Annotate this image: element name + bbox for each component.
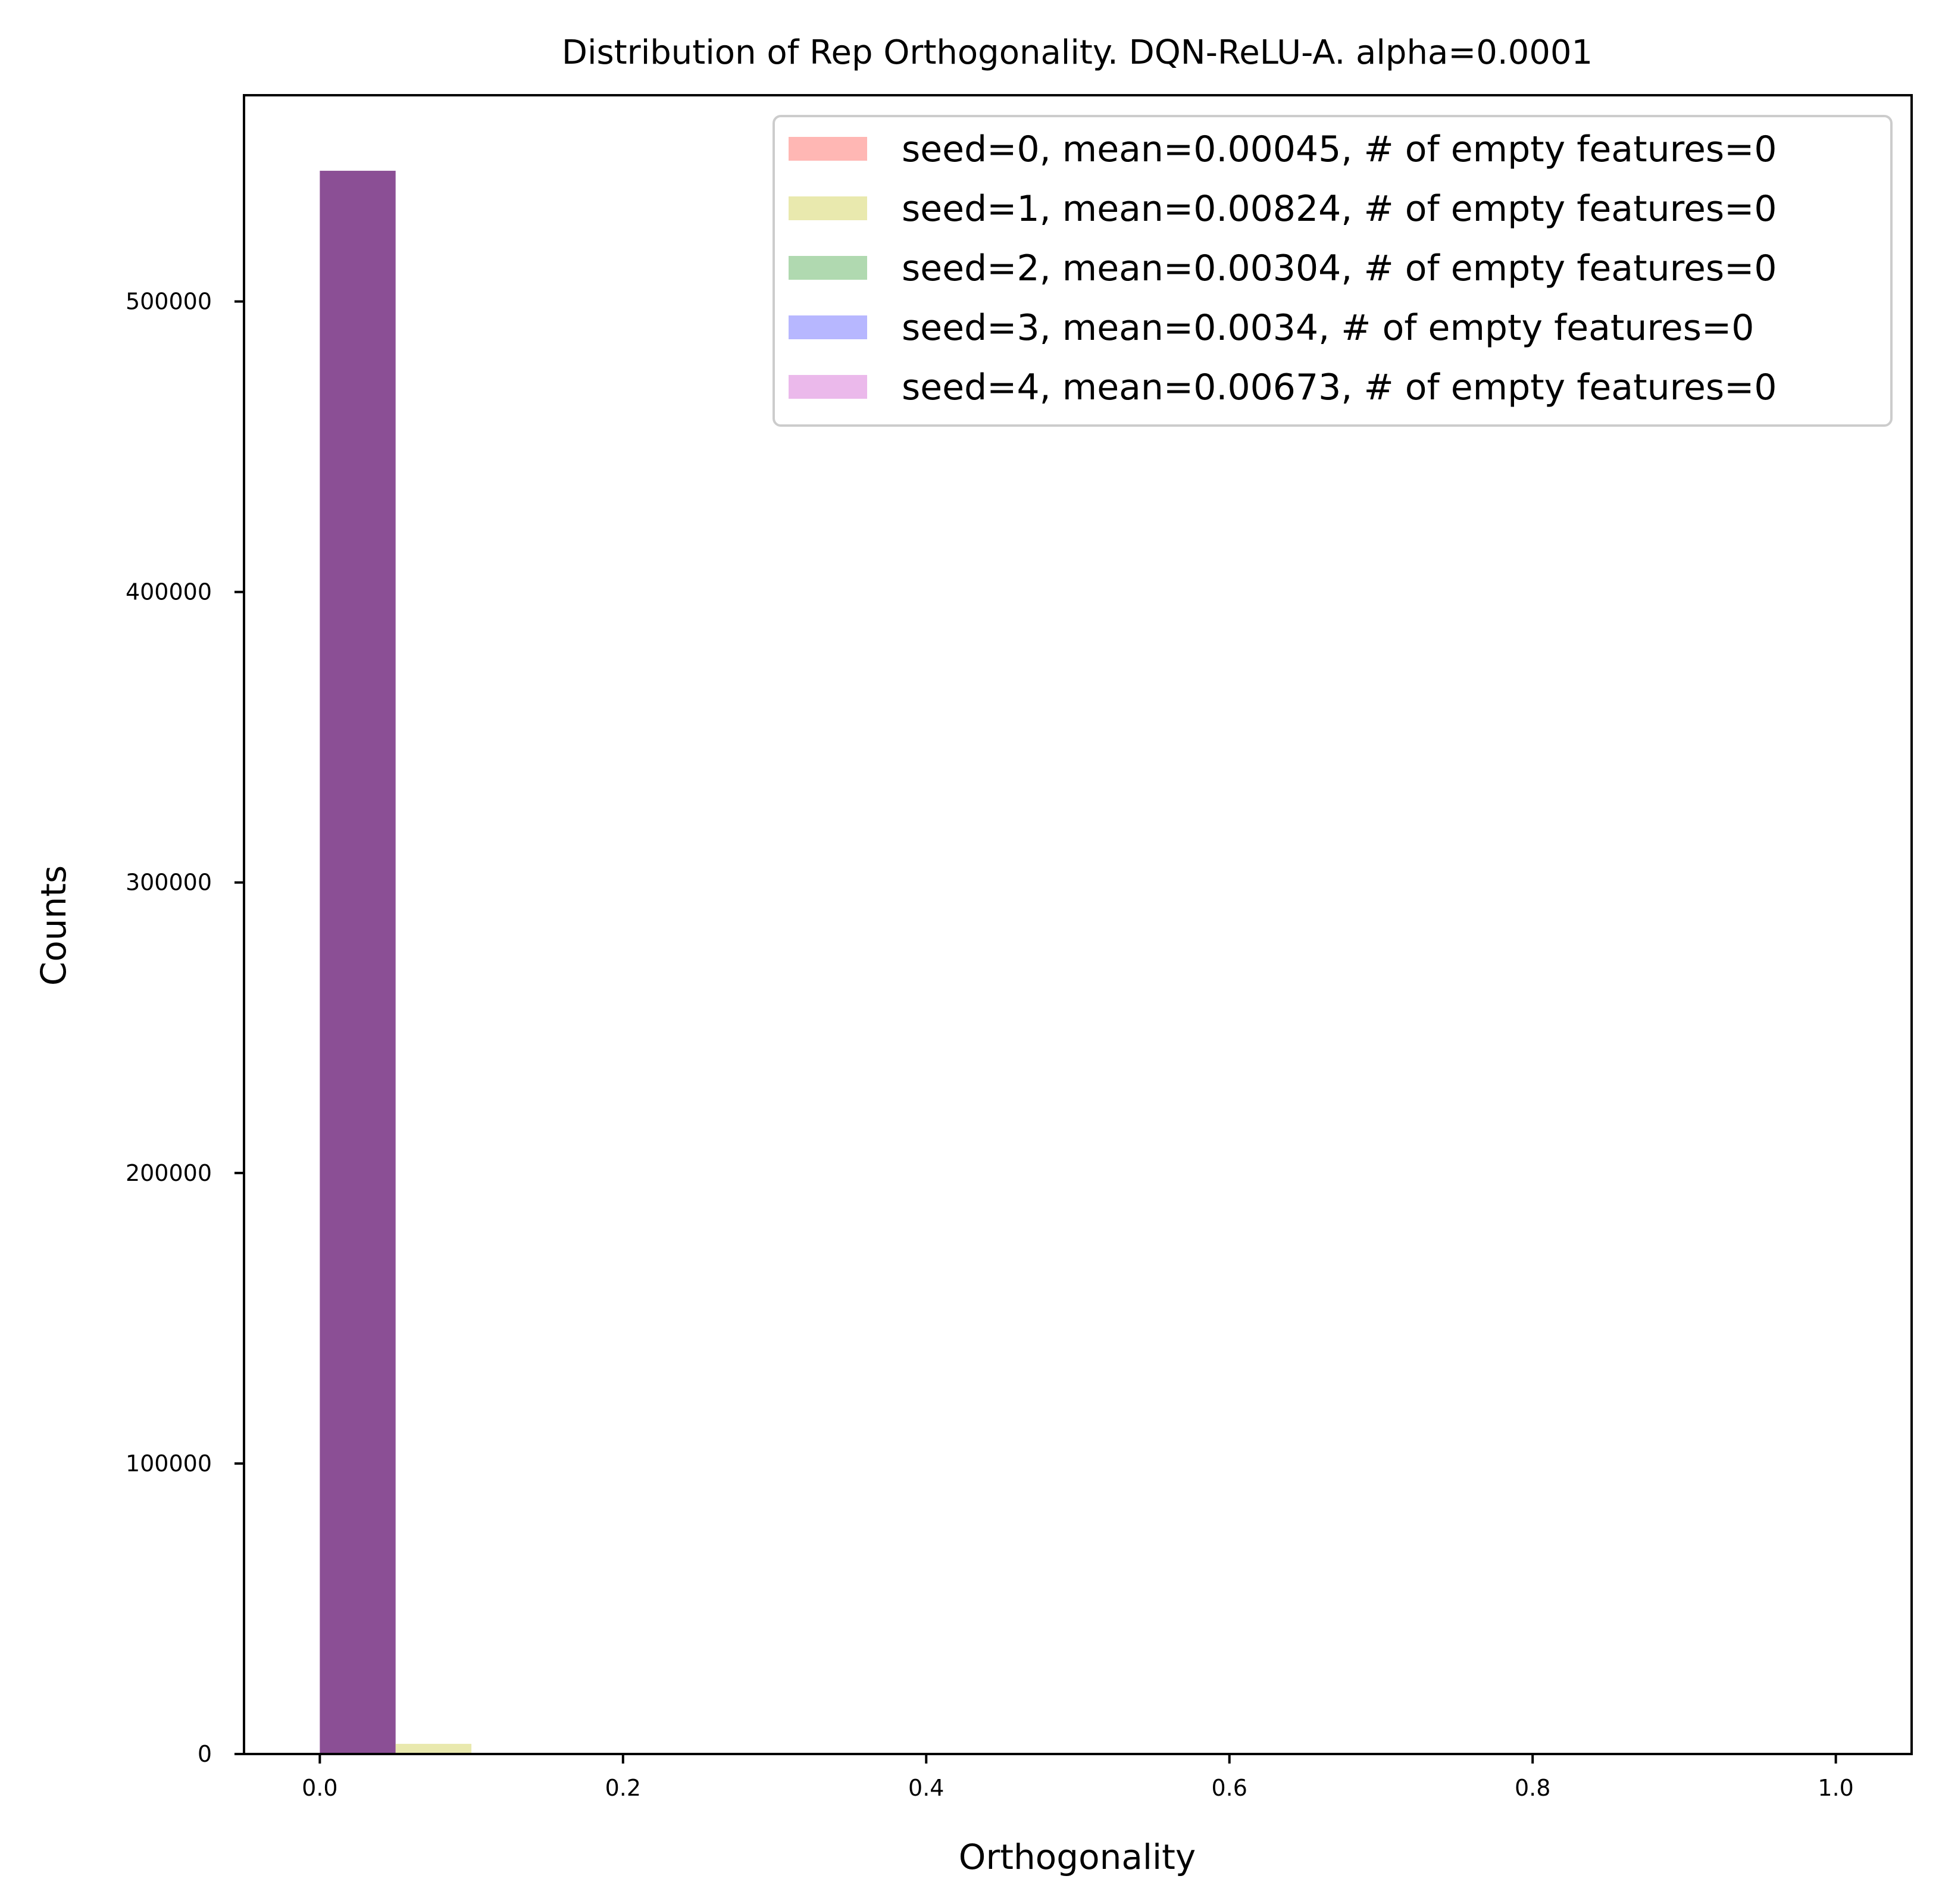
legend-label-seed-0: seed=0, mean=0.00045, # of empty feature… — [902, 129, 1777, 170]
axes-frame — [243, 94, 1913, 1755]
legend-swatch-seed-4 — [789, 375, 867, 399]
legend-frame — [773, 115, 1893, 427]
x-tick-label: 0.0 — [302, 1775, 337, 1801]
legend-swatch-seed-1 — [789, 196, 867, 220]
x-tick-label: 0.6 — [1212, 1775, 1247, 1801]
y-tick-label: 500000 — [126, 289, 212, 315]
legend-swatch-seed-3 — [789, 315, 867, 339]
histogram-bar — [320, 170, 396, 1754]
y-axis-ticks: 0 100000 200000 300000 400000 500000 — [126, 289, 244, 1767]
x-tick-label: 0.4 — [908, 1775, 944, 1801]
plot-area — [243, 94, 1913, 1755]
histogram-bars — [320, 170, 472, 1754]
legend-label-seed-3: seed=3, mean=0.0034, # of empty features… — [902, 307, 1754, 349]
x-axis-ticks: 0.0 0.2 0.4 0.6 0.8 1.0 — [302, 1754, 1854, 1801]
y-tick-label: 0 — [198, 1741, 212, 1767]
legend: seed=0, mean=0.00045, # of empty feature… — [773, 115, 1893, 427]
histogram-bar-seed-1 — [395, 1743, 472, 1754]
legend-swatch-seed-2 — [789, 256, 867, 280]
x-axis-label: Orthogonality — [959, 1837, 1196, 1877]
legend-swatch-seed-0 — [789, 137, 867, 161]
x-tick-label: 0.2 — [605, 1775, 641, 1801]
x-tick-label: 0.8 — [1515, 1775, 1550, 1801]
legend-label-seed-2: seed=2, mean=0.00304, # of empty feature… — [902, 248, 1777, 289]
y-tick-label: 300000 — [126, 870, 212, 896]
y-axis-label: Counts — [33, 865, 74, 986]
chart-title: Distribution of Rep Orthogonality. DQN-R… — [562, 33, 1593, 72]
y-tick-label: 100000 — [126, 1450, 212, 1477]
x-tick-label: 1.0 — [1818, 1775, 1853, 1801]
y-tick-label: 200000 — [126, 1160, 212, 1186]
legend-label-seed-4: seed=4, mean=0.00673, # of empty feature… — [902, 367, 1777, 408]
legend-label-seed-1: seed=1, mean=0.00824, # of empty feature… — [902, 188, 1777, 230]
y-tick-label: 400000 — [126, 579, 212, 605]
